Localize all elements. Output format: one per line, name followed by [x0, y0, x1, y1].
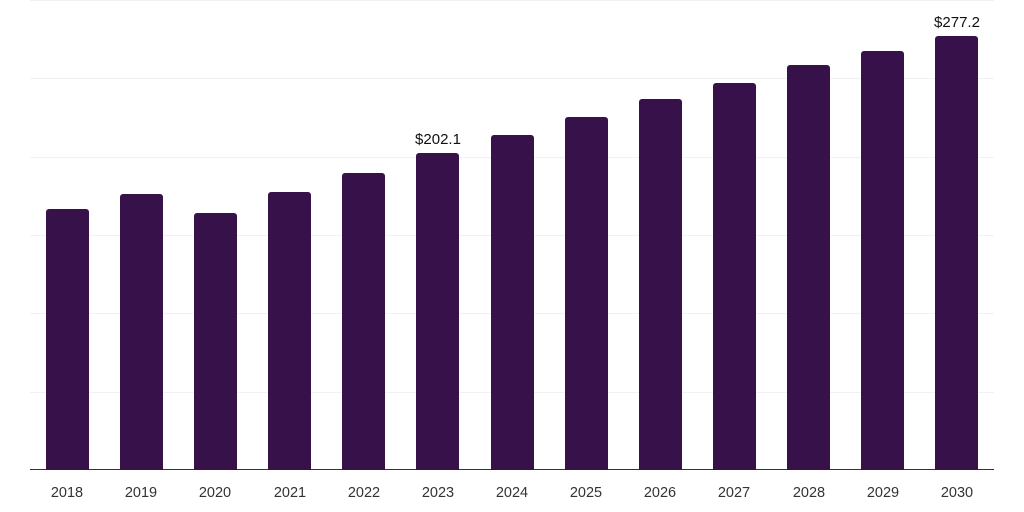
x-tick-label: 2025 [569, 485, 603, 501]
bar-2024[interactable] [491, 135, 534, 470]
bar-2030[interactable] [935, 36, 978, 470]
x-tick-label: 2018 [50, 485, 84, 501]
gridline [30, 0, 994, 1]
bar-2021[interactable] [268, 192, 311, 470]
bar-2029[interactable] [861, 51, 904, 470]
x-tick-label: 2024 [495, 485, 529, 501]
x-tick-label: 2030 [940, 485, 974, 501]
data-label-2023: $202.1 [415, 131, 461, 148]
x-tick-label: 2027 [717, 485, 751, 501]
bar-2025[interactable] [565, 117, 608, 470]
bar-2020[interactable] [194, 213, 237, 470]
bar-2027[interactable] [713, 83, 756, 470]
bar-2028[interactable] [787, 65, 830, 470]
x-tick-label: 2028 [792, 485, 826, 501]
x-tick-label: 2021 [273, 485, 307, 501]
bar-2026[interactable] [639, 99, 682, 470]
bar-2022[interactable] [342, 173, 385, 470]
bar-2018[interactable] [46, 209, 89, 470]
x-tick-label: 2020 [198, 485, 232, 501]
x-tick-label: 2019 [124, 485, 158, 501]
bar-2023[interactable] [416, 153, 459, 470]
x-tick-label: 2029 [866, 485, 900, 501]
x-tick-label: 2026 [643, 485, 677, 501]
data-label-2030: $277.2 [934, 14, 980, 31]
x-tick-label: 2022 [347, 485, 381, 501]
gridline [30, 78, 994, 79]
bar-2019[interactable] [120, 194, 163, 470]
x-tick-label: 2023 [421, 485, 455, 501]
